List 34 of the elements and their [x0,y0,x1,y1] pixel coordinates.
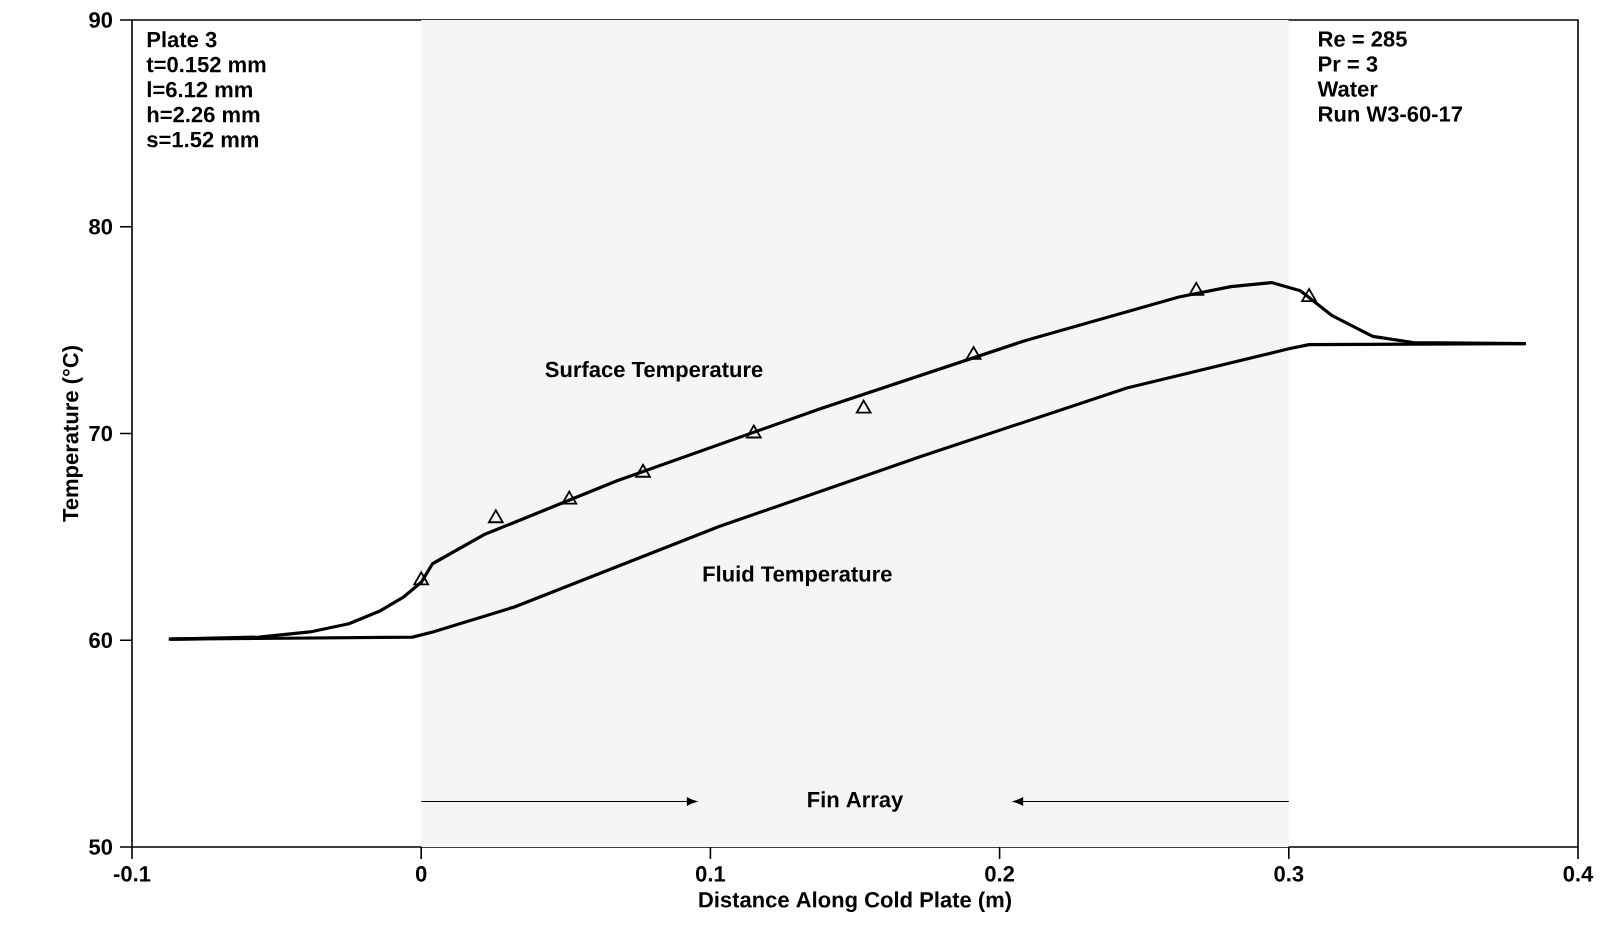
point [855,399,872,414]
band-label: Fin Array [808,791,904,812]
x-tick-label: 0 [415,866,427,882]
text: Surface Temperature [545,361,763,382]
annotation: s=1.52 mm [147,131,259,148]
annotation: t=0.152 mm [146,56,266,73]
point [1301,288,1317,302]
y-tick-label: 70 [89,425,113,442]
y-tick-label: 90 [89,12,113,28]
point [1188,281,1205,296]
annotation: Pr = 3 [1319,56,1378,72]
annotation: Run W3-60-17 [1319,106,1463,122]
x-tick-label: 0.4 [1563,866,1594,882]
y-tick-label: 80 [89,218,113,235]
y-axis-title: Temperature (°C) [62,346,83,522]
point [745,424,762,439]
x-axis-title: Distance Along Cold Plate (m) [699,891,1011,912]
point [561,490,578,505]
point [965,346,982,360]
series-label: Fluid Temperature [703,565,892,587]
y-tick-label: 60 [89,632,113,649]
annotation: Re = 285 [1319,31,1407,47]
x-tick-label: 0.3 [1274,866,1304,882]
annotation: h=2.26 mm [147,106,260,123]
x-tick-label: -0.1 [113,866,151,882]
x-tick-label: 0.1 [695,866,726,882]
x-tick-label: 0.2 [985,866,1015,882]
annotation: l=6.12 mm [147,81,252,98]
annotation: Water [1317,81,1378,97]
point [413,571,430,586]
point [487,509,504,524]
point [635,463,651,478]
annotation: Plate 3 [147,31,217,48]
y-tick-label: 50 [89,839,113,855]
